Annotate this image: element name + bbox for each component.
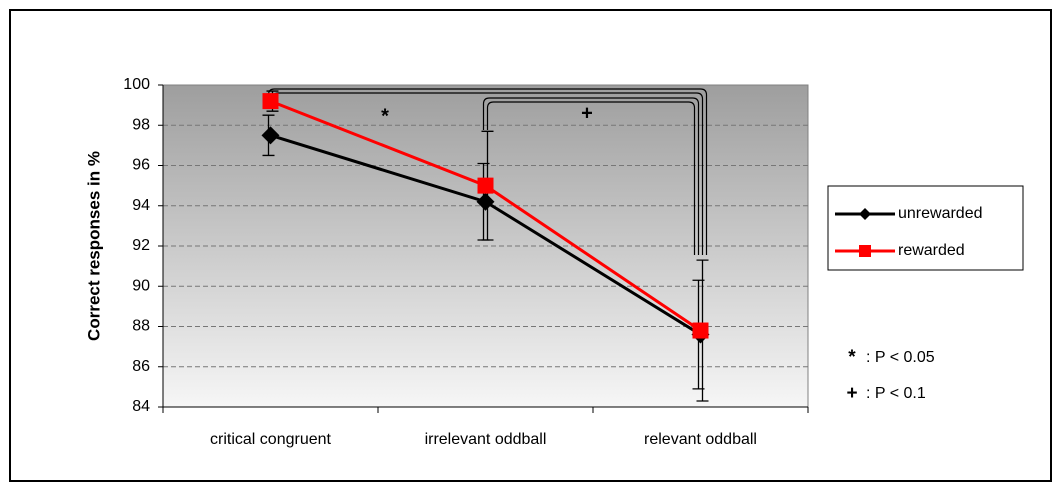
- data-point: [692, 322, 709, 339]
- legend-marker: [859, 208, 871, 220]
- y-tick-label: 90: [132, 277, 150, 294]
- significance-bracket: [267, 88, 708, 255]
- y-tick-label: 98: [132, 116, 150, 133]
- data-point: [476, 192, 495, 211]
- x-tick-label: relevant oddball: [644, 431, 757, 448]
- legend-label: unrewarded: [898, 205, 983, 222]
- y-tick-label: 86: [132, 358, 150, 375]
- data-point: [477, 177, 494, 194]
- y-tick-label: 84: [132, 398, 150, 415]
- note-symbol: +: [846, 383, 857, 404]
- legend-label: rewarded: [898, 242, 965, 259]
- y-tick-label: 96: [132, 157, 150, 174]
- significance-bracket: [486, 101, 696, 255]
- y-tick-label: 100: [123, 76, 150, 93]
- note-text: : P < 0.05: [866, 349, 935, 366]
- significance-bracket: [482, 97, 700, 255]
- y-tick-label: 92: [132, 237, 150, 254]
- y-tick-label: 94: [132, 197, 150, 214]
- x-tick-label: irrelevant oddball: [425, 431, 547, 448]
- annotation: +: [581, 102, 593, 124]
- data-point: [261, 126, 280, 145]
- y-axis-label: Correct responses in %: [84, 151, 103, 341]
- legend-marker: [859, 245, 871, 257]
- data-point: [262, 93, 279, 110]
- y-tick-label: 88: [132, 318, 150, 335]
- x-tick-label: critical congruent: [210, 431, 332, 448]
- annotation: *: [381, 105, 389, 127]
- note-symbol: *: [848, 347, 856, 368]
- note-text: : P < 0.1: [866, 385, 926, 402]
